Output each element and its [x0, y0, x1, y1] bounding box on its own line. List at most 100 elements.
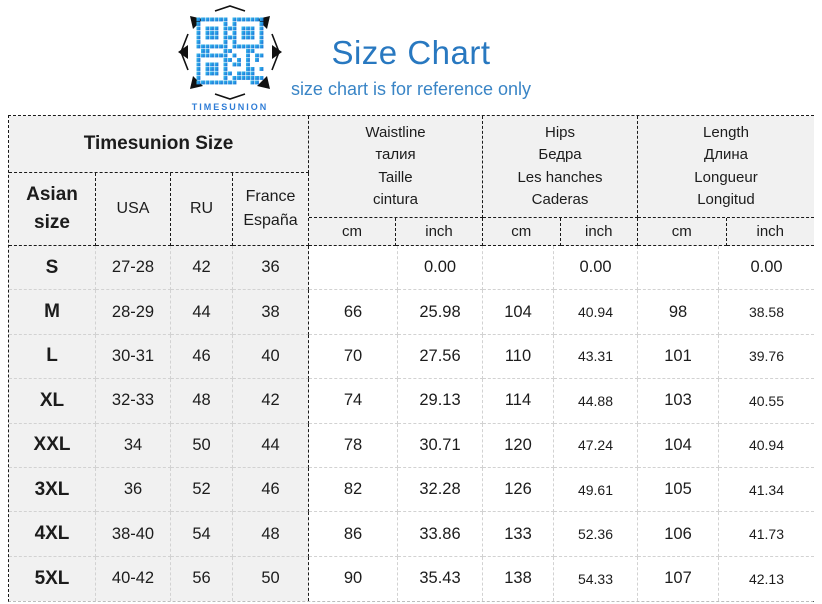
cell-waist_cm: 74	[309, 379, 398, 424]
header-hips-label: Hips Бедра Les hanches Caderas	[483, 116, 638, 218]
cell-waist_cm	[309, 246, 398, 291]
cell-france_espana: 44	[233, 423, 309, 468]
cell-france_espana: 42	[233, 379, 309, 424]
cell-usa: 28-29	[96, 290, 171, 335]
header-group-waistline: Waistline талия Taille cintura cm inch	[309, 116, 483, 246]
header-timesunion-size: Timesunion Size	[9, 116, 309, 173]
cell-usa: 27-28	[96, 246, 171, 291]
cell-waist_inch: 35.43	[398, 556, 483, 602]
cell-hips_cm: 110	[483, 334, 554, 380]
cell-usa: 32-33	[96, 379, 171, 424]
cell-ru: 46	[171, 334, 233, 380]
header-waistline-inch: inch	[396, 218, 483, 246]
cell-length_cm: 106	[638, 512, 719, 557]
header-usa: USA	[96, 173, 171, 246]
header-asian-size: Asian size	[9, 173, 96, 246]
cell-usa: 38-40	[96, 512, 171, 557]
brand-name: TIMESUNION	[191, 102, 269, 112]
cell-ru: 56	[171, 556, 233, 602]
cell-asian_size: L	[9, 334, 96, 380]
header-waistline-cm: cm	[309, 218, 396, 246]
header-group-length: Length Длина Longueur Longitud cm inch	[638, 116, 814, 246]
header-waistline-label: Waistline талия Taille cintura	[309, 116, 483, 218]
size-table-body: S 27-28 42 36 0.00 0.00 0.00 M 28-29 44 38 66 25.98 1…	[9, 246, 814, 602]
cell-ru: 50	[171, 423, 233, 468]
cell-hips_inch: 44.88	[554, 379, 638, 424]
cell-length_inch: 41.73	[719, 512, 814, 557]
table-header: Timesunion Size Asian size USA RU France…	[9, 116, 814, 246]
cell-asian_size: M	[9, 290, 96, 335]
cell-hips_inch: 43.31	[554, 334, 638, 380]
cell-waist_cm: 78	[309, 423, 398, 468]
cell-length_inch: 40.94	[719, 423, 814, 468]
cell-france_espana: 36	[233, 246, 309, 291]
cell-hips_inch: 49.61	[554, 467, 638, 513]
cell-hips_cm: 104	[483, 290, 554, 335]
cell-france_espana: 40	[233, 334, 309, 380]
cell-hips_cm: 120	[483, 423, 554, 468]
cell-usa: 40-42	[96, 556, 171, 602]
cell-length_inch: 42.13	[719, 556, 814, 602]
cell-length_cm: 98	[638, 290, 719, 335]
cell-france_espana: 38	[233, 290, 309, 335]
header-length-label: Length Длина Longueur Longitud	[638, 116, 814, 218]
cell-hips_inch: 47.24	[554, 423, 638, 468]
header-group-hips: Hips Бедра Les hanches Caderas cm inch	[483, 116, 638, 246]
cell-length_cm: 105	[638, 467, 719, 513]
cell-length_inch: 40.55	[719, 379, 814, 424]
header-france-espana: France España	[233, 173, 309, 246]
cell-asian_size: 3XL	[9, 467, 96, 513]
cell-length_cm: 101	[638, 334, 719, 380]
cell-ru: 42	[171, 246, 233, 291]
cell-france_espana: 50	[233, 556, 309, 602]
header-hips-cm: cm	[483, 218, 561, 246]
brand-logo: TIMESUNION	[168, 4, 292, 112]
cell-france_espana: 46	[233, 467, 309, 513]
cell-waist_cm: 82	[309, 467, 398, 513]
measure-columns-header: Waistline талия Taille cintura cm inch H…	[309, 116, 814, 246]
cell-length_cm: 103	[638, 379, 719, 424]
cell-hips_cm: 126	[483, 467, 554, 513]
cell-usa: 34	[96, 423, 171, 468]
size-chart-table: Timesunion Size Asian size USA RU France…	[8, 115, 814, 603]
cell-hips_cm: 133	[483, 512, 554, 557]
cell-hips_cm: 138	[483, 556, 554, 602]
cell-hips_inch: 0.00	[554, 246, 638, 291]
cell-length_cm: 104	[638, 423, 719, 468]
cell-ru: 48	[171, 379, 233, 424]
cell-hips_inch: 54.33	[554, 556, 638, 602]
cell-hips_cm	[483, 246, 554, 291]
qr-modules	[196, 17, 264, 85]
cell-waist_inch: 30.71	[398, 423, 483, 468]
cell-waist_inch: 25.98	[398, 290, 483, 335]
cell-waist_inch: 32.28	[398, 467, 483, 513]
header-hips-inch: inch	[560, 218, 638, 246]
page-header: TIMESUNION Size Chart size chart is for …	[0, 0, 822, 115]
cell-waist_cm: 66	[309, 290, 398, 335]
cell-asian_size: XXL	[9, 423, 96, 468]
cell-waist_inch: 27.56	[398, 334, 483, 380]
cell-ru: 54	[171, 512, 233, 557]
cell-length_inch: 41.34	[719, 467, 814, 513]
title-block: Size Chart size chart is for reference o…	[0, 34, 822, 100]
header-length-cm: cm	[638, 218, 727, 246]
cell-waist_inch: 33.86	[398, 512, 483, 557]
header-length-inch: inch	[726, 218, 814, 246]
cell-usa: 30-31	[96, 334, 171, 380]
cell-length_inch: 39.76	[719, 334, 814, 380]
cell-waist_cm: 90	[309, 556, 398, 602]
cell-length_cm: 107	[638, 556, 719, 602]
size-columns-header: Timesunion Size Asian size USA RU France…	[9, 116, 309, 246]
header-ru: RU	[171, 173, 233, 246]
cell-usa: 36	[96, 467, 171, 513]
cell-length_cm	[638, 246, 719, 291]
cell-length_inch: 0.00	[719, 246, 814, 291]
cell-length_inch: 38.58	[719, 290, 814, 335]
cell-asian_size: XL	[9, 379, 96, 424]
cell-waist_inch: 29.13	[398, 379, 483, 424]
page-title: Size Chart	[331, 34, 491, 71]
cell-waist_cm: 86	[309, 512, 398, 557]
cell-asian_size: 5XL	[9, 556, 96, 602]
page-subtitle: size chart is for reference only	[290, 79, 532, 99]
cell-france_espana: 48	[233, 512, 309, 557]
